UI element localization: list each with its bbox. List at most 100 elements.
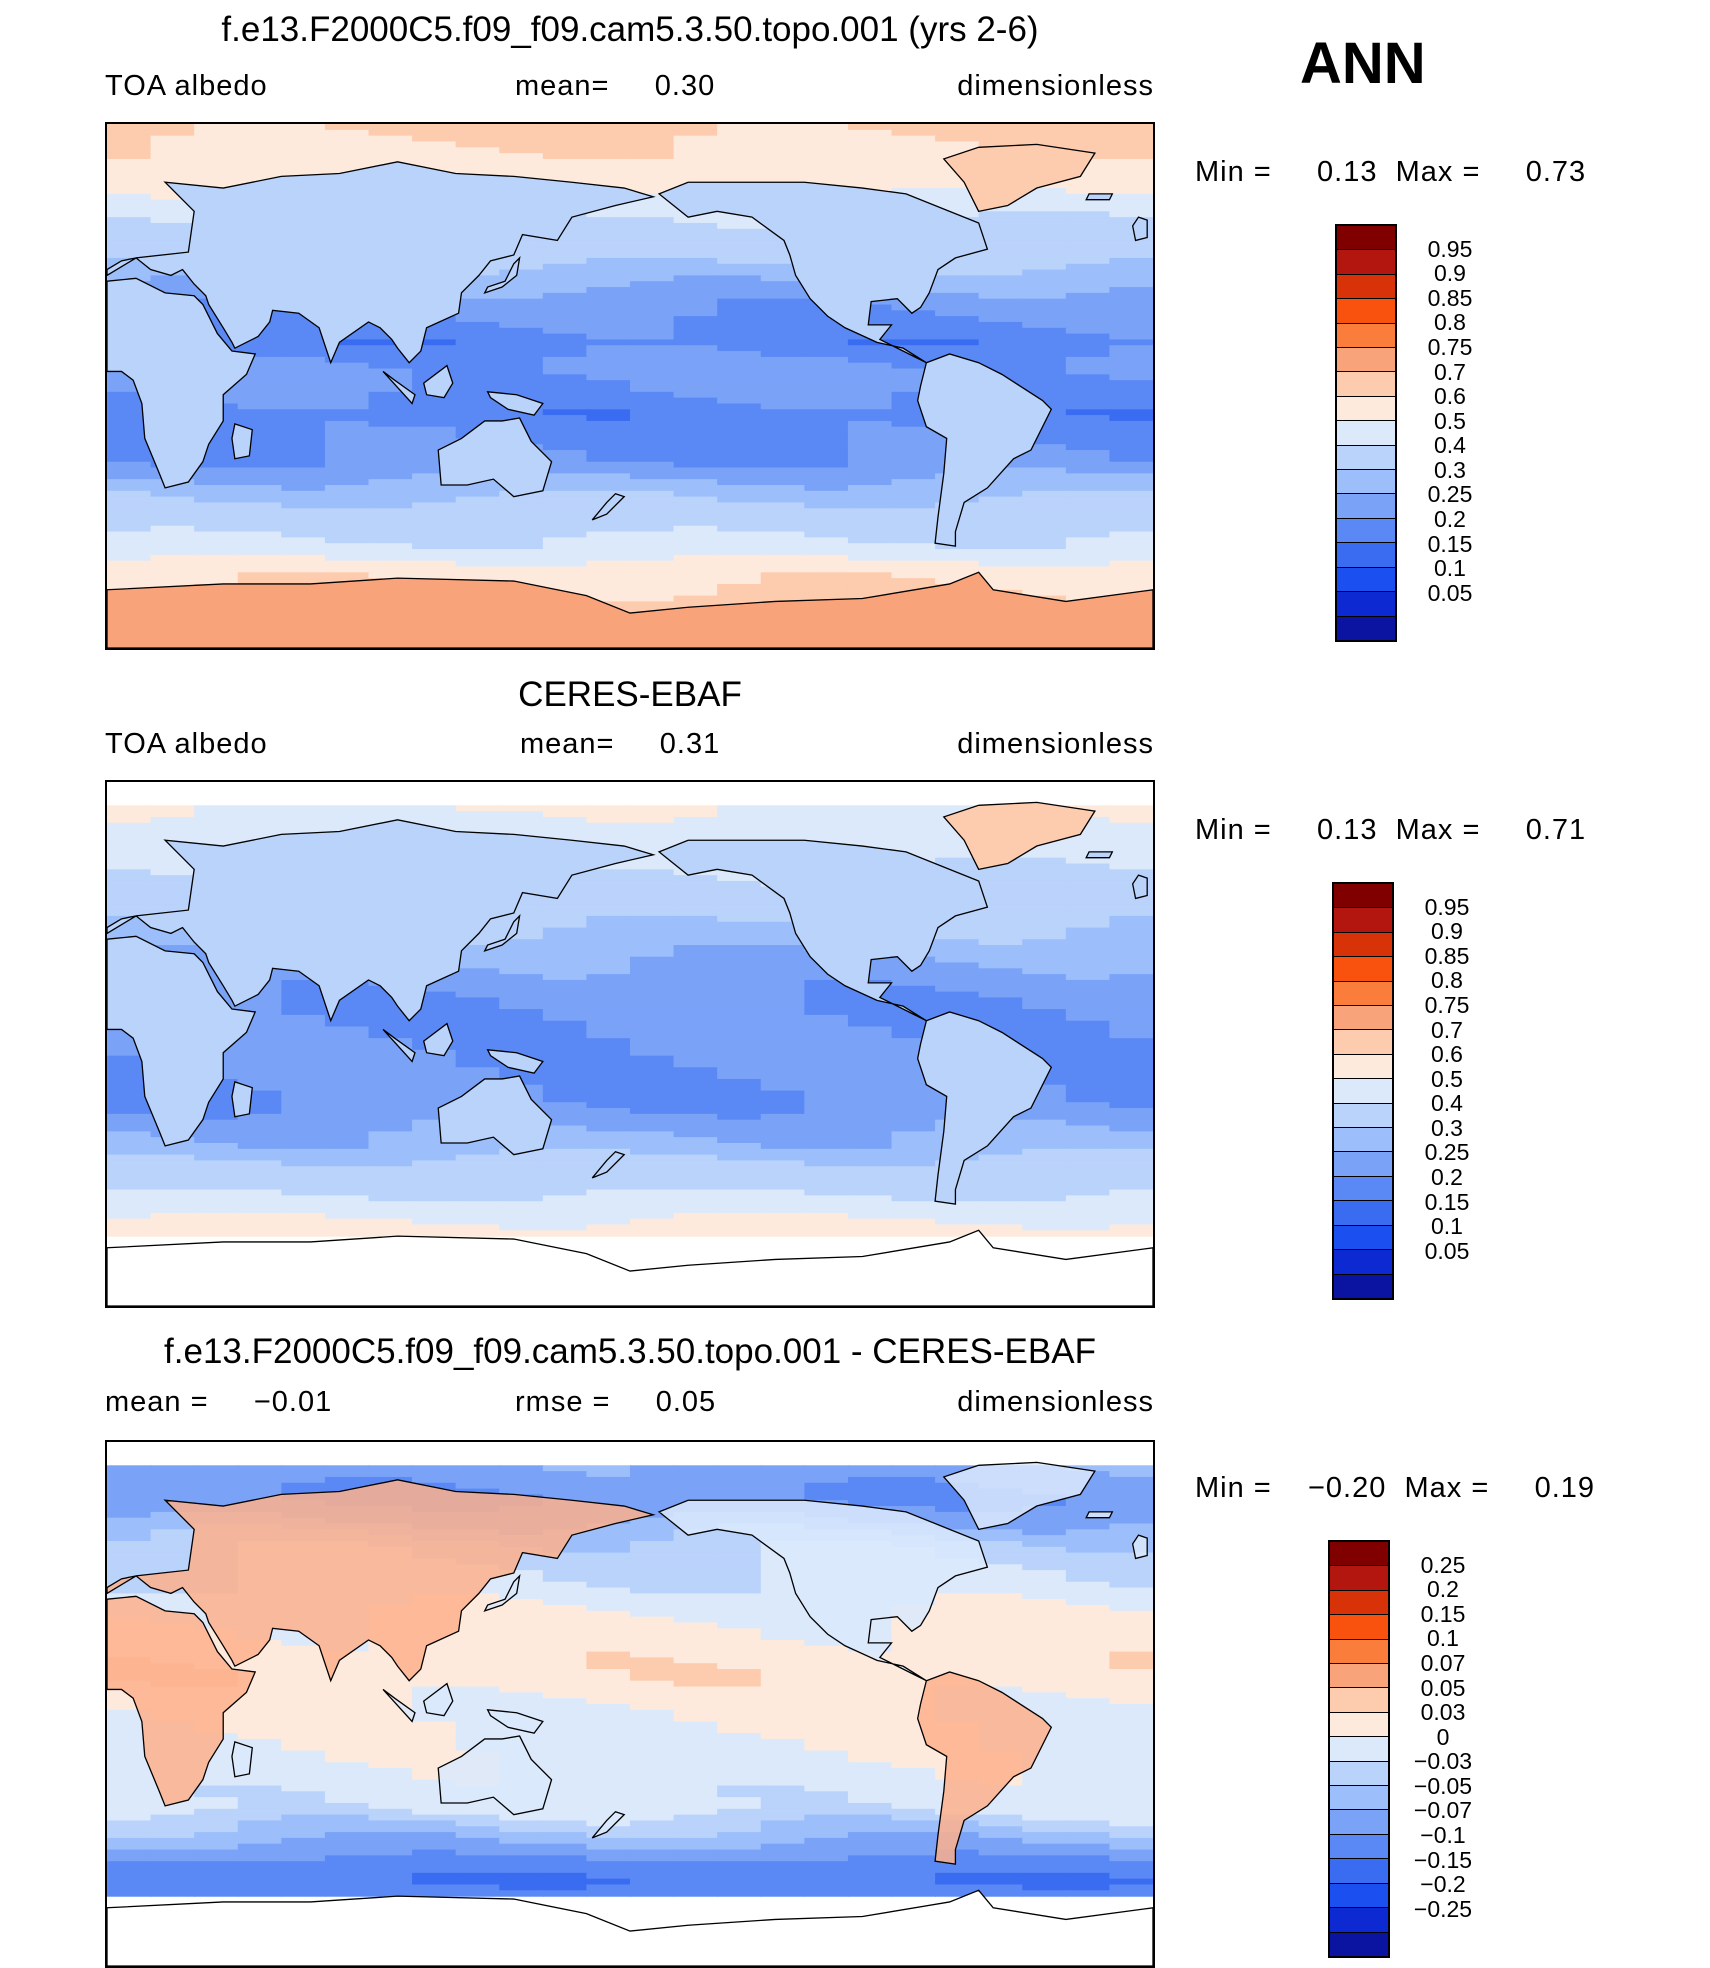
field-cell xyxy=(586,135,631,143)
field-cell xyxy=(804,1067,849,1074)
field-cell xyxy=(1065,409,1111,416)
field-cell xyxy=(630,298,675,306)
field-cell xyxy=(455,1628,501,1635)
field-cell xyxy=(586,479,631,486)
field-cell xyxy=(760,1038,806,1045)
field-cell xyxy=(804,356,849,364)
field-cell xyxy=(717,508,762,515)
field-cell xyxy=(978,257,1024,265)
field-cell xyxy=(586,921,631,929)
field-cell xyxy=(586,531,631,538)
field-cell xyxy=(847,1476,893,1484)
field-cell xyxy=(412,531,457,538)
field-cell xyxy=(717,1645,762,1653)
field-cell xyxy=(455,374,501,381)
field-cell xyxy=(499,508,544,515)
field-cell xyxy=(368,345,413,352)
field-cell xyxy=(935,1189,980,1196)
field-cell xyxy=(717,537,762,544)
field-cell xyxy=(717,1465,762,1472)
field-cell xyxy=(804,403,849,410)
field-cell xyxy=(150,1465,196,1472)
field-cell xyxy=(586,519,631,527)
field-cell xyxy=(586,170,631,177)
field-cell xyxy=(630,246,675,253)
field-cell xyxy=(673,1102,719,1109)
field-cell xyxy=(324,153,370,160)
field-cell xyxy=(586,444,631,451)
field-cell xyxy=(1065,1090,1111,1097)
field-cell xyxy=(760,956,806,964)
field-cell xyxy=(1065,572,1111,579)
field-cell xyxy=(586,566,631,573)
field-cell xyxy=(891,1032,936,1039)
field-cell xyxy=(630,601,675,608)
field-cell xyxy=(935,549,980,556)
field-cell xyxy=(760,380,806,387)
field-cell xyxy=(542,1160,588,1167)
field-cell xyxy=(412,1224,457,1231)
field-cell xyxy=(847,566,893,573)
field-cell xyxy=(804,1680,849,1688)
field-cell xyxy=(1022,391,1067,399)
field-cell xyxy=(891,1108,936,1115)
field-cell xyxy=(935,176,980,183)
field-cell xyxy=(847,1119,893,1127)
field-cell xyxy=(760,962,806,969)
field-cell xyxy=(717,991,762,999)
field-cell xyxy=(978,997,1024,1004)
field-cell xyxy=(586,304,631,311)
field-cell xyxy=(760,304,806,311)
field-cell xyxy=(630,1645,675,1653)
field-cell xyxy=(1109,537,1153,544)
field-cell xyxy=(542,362,588,370)
field-cell xyxy=(542,1108,588,1115)
field-cell xyxy=(499,275,544,282)
field-cell xyxy=(412,1218,457,1226)
field-cell xyxy=(499,805,544,812)
field-cell xyxy=(237,374,283,381)
field-cell xyxy=(542,473,588,480)
panel-1-max-label: Max = xyxy=(1395,156,1481,188)
field-cell xyxy=(717,1610,762,1618)
field-cell xyxy=(1065,397,1111,405)
field-cell xyxy=(324,129,370,137)
field-cell xyxy=(630,1575,675,1583)
field-cell xyxy=(847,484,893,492)
field-cell xyxy=(630,1218,675,1226)
field-cell xyxy=(586,345,631,352)
field-cell xyxy=(499,269,544,276)
field-cell xyxy=(455,1073,501,1080)
field-cell xyxy=(412,362,457,370)
field-cell xyxy=(455,1183,501,1191)
field-cell xyxy=(1109,508,1153,515)
field-cell xyxy=(978,1674,1024,1682)
field-cell xyxy=(760,1189,806,1196)
field-cell xyxy=(1065,1102,1111,1109)
field-cell xyxy=(1109,956,1153,964)
field-cell xyxy=(1065,240,1111,247)
field-cell xyxy=(237,1032,283,1039)
field-cell xyxy=(1065,176,1111,183)
field-cell xyxy=(586,1108,631,1115)
field-cell xyxy=(1109,374,1153,381)
field-cell xyxy=(324,1207,370,1214)
colorbar-tick-label: 0.25 xyxy=(1424,1139,1470,1166)
field-cell xyxy=(673,269,719,276)
field-cell xyxy=(630,554,675,562)
field-cell xyxy=(717,380,762,387)
field-cell xyxy=(630,997,675,1004)
field-cell xyxy=(1065,1581,1111,1589)
field-cell xyxy=(586,374,631,381)
field-cell xyxy=(542,351,588,358)
field-cell xyxy=(1109,1628,1153,1635)
field-cell xyxy=(1065,514,1111,521)
colorbar-tick-label: 0.75 xyxy=(1427,333,1473,360)
field-cell xyxy=(1022,1172,1067,1179)
field-cell xyxy=(107,217,152,224)
field-cell xyxy=(542,1020,588,1028)
field-cell xyxy=(1065,1125,1111,1132)
field-cell xyxy=(1065,1605,1111,1612)
field-cell xyxy=(542,805,588,812)
field-cell xyxy=(935,1581,980,1589)
